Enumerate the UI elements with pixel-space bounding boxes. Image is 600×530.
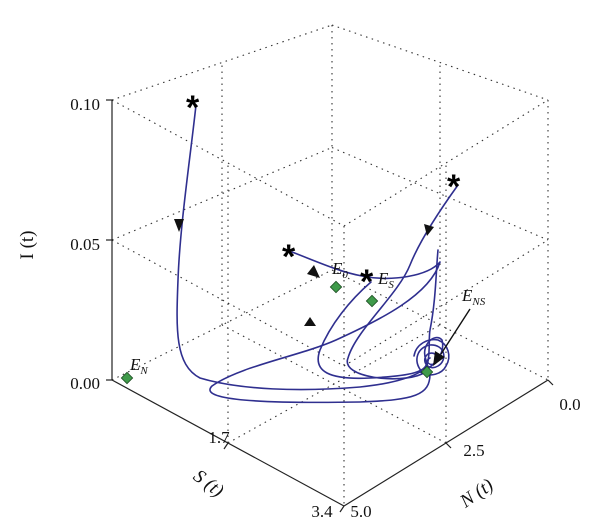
z-axis-label: I (t): [17, 230, 38, 259]
equilibrium-label-E0: E0: [331, 259, 348, 281]
equilibrium-marker-E0: [329, 280, 343, 294]
y-tick: [339, 505, 345, 513]
grid-line-mid: [111, 239, 345, 367]
trajectory-arrow-1: [174, 219, 184, 232]
equilibria: EN E0 ES ENS: [120, 259, 486, 385]
tick-labels: 0.10 0.05 0.00 1.7 3.4 0.0 2.5 5.0: [70, 95, 580, 521]
trajectory-arrows: [174, 219, 434, 326]
axes-box: [106, 99, 554, 513]
box-edge: [111, 269, 333, 381]
equilibrium-pointer-arrowhead: [433, 351, 445, 366]
trajectory-4: [346, 184, 459, 380]
x-axis-label: N (t): [456, 475, 498, 513]
box-edge: [331, 24, 549, 101]
x-tick: [445, 442, 452, 449]
y-tick: [223, 442, 229, 450]
box-edge: [343, 99, 549, 227]
z-tick-label: 0.05: [70, 235, 100, 254]
initial-point-star-3: *: [360, 263, 374, 301]
z-tick-label: 0.10: [70, 95, 100, 114]
grid-line-mid: [331, 146, 549, 241]
equilibrium-label-ENS: ENS: [461, 286, 486, 308]
initial-point-star-1: *: [186, 89, 200, 127]
trajectory-1: [176, 104, 421, 391]
trajectory-spiral: [413, 338, 450, 376]
trajectory-3: [317, 281, 444, 380]
box-edge: [111, 99, 345, 227]
initial-points: * * * *: [186, 89, 461, 301]
equilibrium-label-ES: ES: [377, 269, 394, 291]
x-tick-label: 5.0: [350, 502, 371, 521]
equilibrium-marker-ES: [365, 294, 379, 308]
trajectory-arrow-2: [307, 265, 320, 278]
grid-layer: [111, 24, 549, 506]
x-tick: [547, 379, 554, 386]
initial-point-star-2: *: [282, 238, 296, 276]
y-tick-label: 1.7: [208, 428, 230, 447]
equilibrium-label-EN: EN: [129, 355, 148, 377]
initial-point-star-4: *: [447, 168, 461, 206]
box-edge: [111, 24, 333, 101]
grid-line-floor: [221, 324, 447, 444]
trajectory-arrow-4: [424, 224, 434, 236]
grid-line-mid: [111, 146, 333, 241]
x-tick-label: 0.0: [559, 395, 580, 414]
z-tick-label: 0.00: [70, 374, 100, 393]
y-tick-label: 3.4: [311, 502, 333, 521]
x-tick-label: 2.5: [463, 441, 484, 460]
equilibrium-marker-EN: [120, 371, 134, 385]
trajectory-arrow-3: [304, 317, 316, 326]
trajectories: [176, 104, 459, 404]
y-axis-label: S (t): [189, 466, 227, 502]
equilibrium-marker-ENS: [420, 365, 434, 379]
equilibrium-pointer-ENS: [440, 308, 471, 355]
